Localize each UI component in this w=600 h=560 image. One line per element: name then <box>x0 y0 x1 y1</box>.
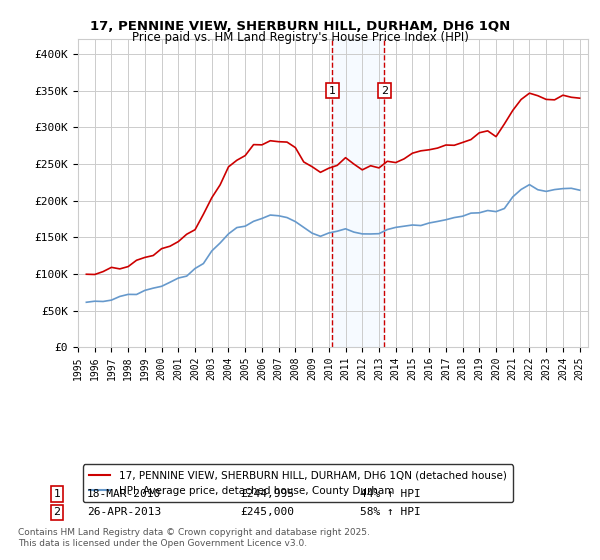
Text: 44% ↑ HPI: 44% ↑ HPI <box>360 489 421 499</box>
Text: 58% ↑ HPI: 58% ↑ HPI <box>360 507 421 517</box>
Bar <box>332 39 385 347</box>
Text: 17, PENNINE VIEW, SHERBURN HILL, DURHAM, DH6 1QN: 17, PENNINE VIEW, SHERBURN HILL, DURHAM,… <box>90 20 510 32</box>
Text: Price paid vs. HM Land Registry's House Price Index (HPI): Price paid vs. HM Land Registry's House … <box>131 31 469 44</box>
Text: 2: 2 <box>381 86 388 96</box>
Text: £245,000: £245,000 <box>240 507 294 517</box>
Text: 26-APR-2013: 26-APR-2013 <box>87 507 161 517</box>
Text: 1: 1 <box>53 489 61 499</box>
Text: Contains HM Land Registry data © Crown copyright and database right 2025.
This d: Contains HM Land Registry data © Crown c… <box>18 528 370 548</box>
Text: 1: 1 <box>329 86 336 96</box>
Text: £244,995: £244,995 <box>240 489 294 499</box>
Text: 2: 2 <box>53 507 61 517</box>
Legend: 17, PENNINE VIEW, SHERBURN HILL, DURHAM, DH6 1QN (detached house), HPI: Average : 17, PENNINE VIEW, SHERBURN HILL, DURHAM,… <box>83 464 513 502</box>
Text: 18-MAR-2010: 18-MAR-2010 <box>87 489 161 499</box>
